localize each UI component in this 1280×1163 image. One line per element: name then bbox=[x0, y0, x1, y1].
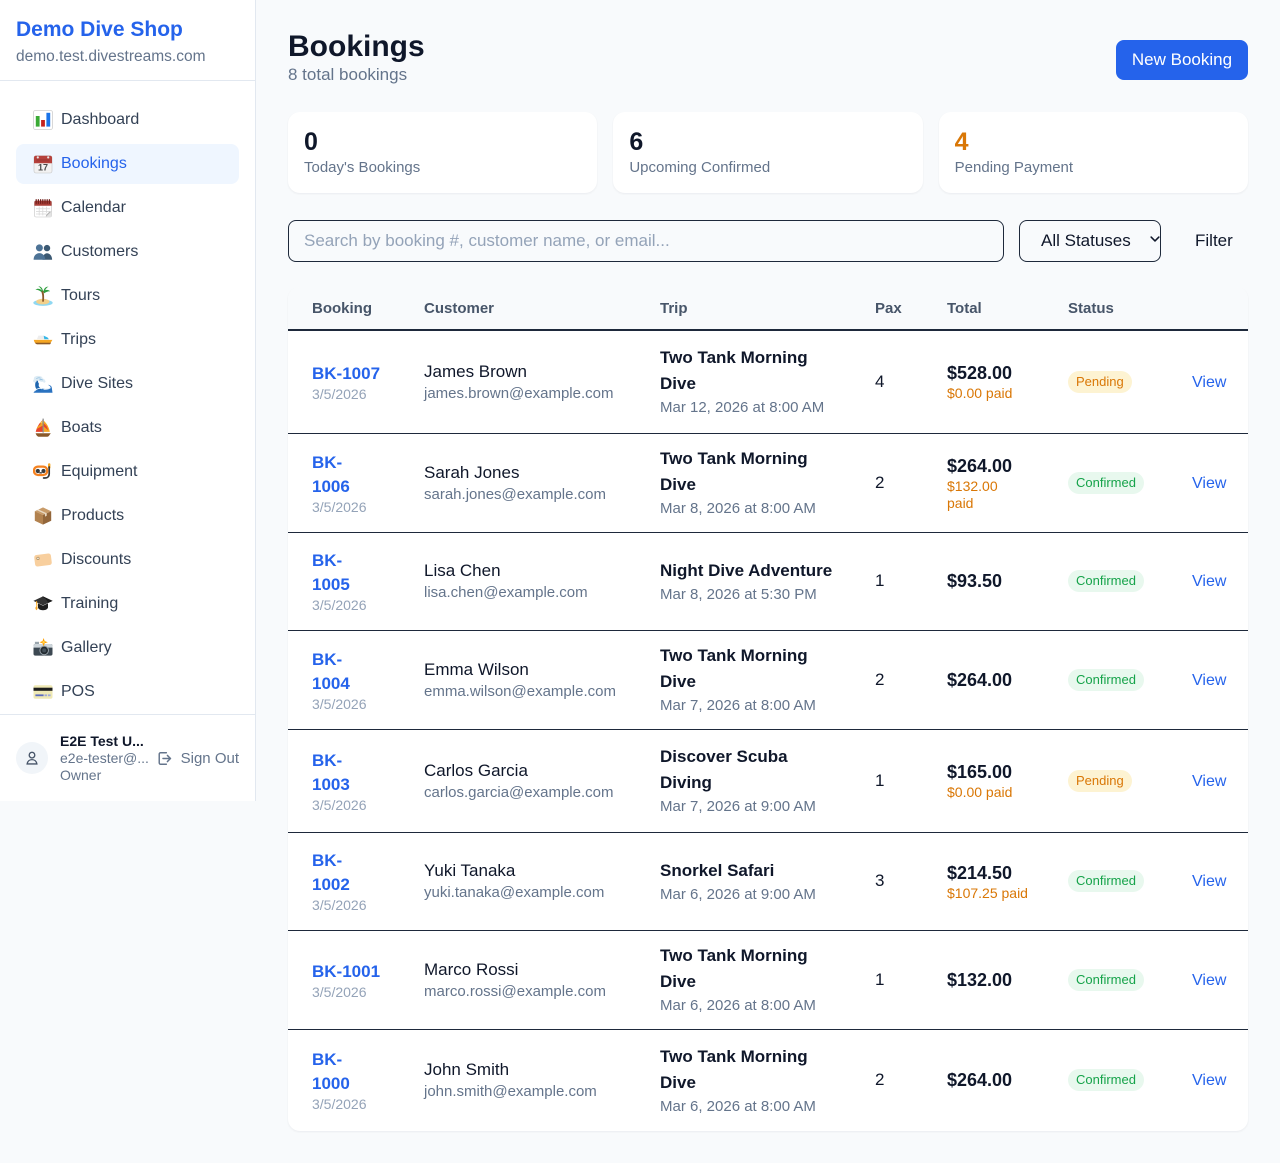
svg-text:17: 17 bbox=[38, 163, 48, 173]
